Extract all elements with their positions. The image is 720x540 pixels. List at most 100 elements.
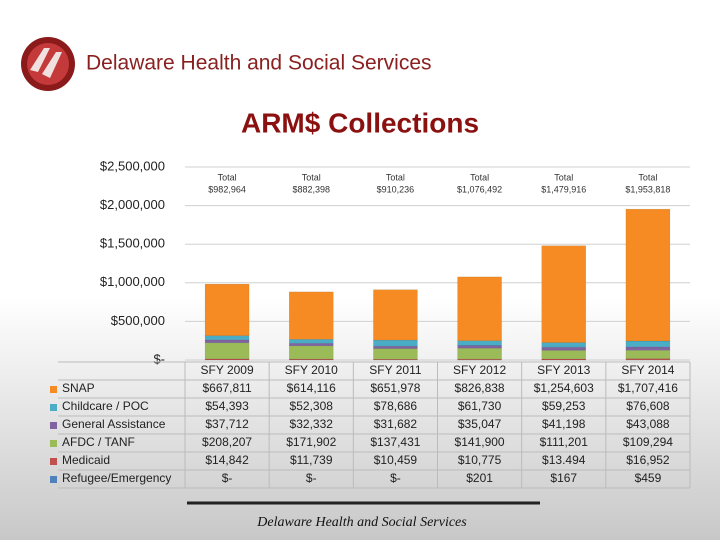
x-tick-label: SFY 2012 — [453, 363, 506, 377]
total-value: $1,479,916 — [541, 184, 586, 194]
table-value: $78,686 — [374, 399, 418, 413]
footer: Delaware Health and Social Services — [256, 515, 467, 530]
legend-label: Refugee/Emergency — [62, 471, 171, 485]
y-tick-label: $- — [153, 351, 165, 366]
x-tick-label: SFY 2014 — [621, 363, 674, 377]
y-tick-label: $2,500,000 — [100, 158, 165, 173]
legend-key — [50, 422, 57, 429]
table-value: $1,707,416 — [618, 381, 678, 395]
legend-key — [50, 476, 57, 483]
bar-segment — [541, 245, 586, 343]
table-value: $109,294 — [623, 435, 673, 449]
total-value: $982,964 — [208, 184, 246, 194]
table-value: $52,308 — [290, 399, 334, 413]
table-value: $614,116 — [287, 381, 336, 395]
total-value: $910,236 — [377, 184, 415, 194]
table-value: $41,198 — [542, 417, 586, 431]
table-value: $61,730 — [458, 399, 502, 413]
table-value: $13.494 — [542, 453, 586, 467]
logo — [21, 37, 75, 91]
total-caption: Total — [554, 172, 573, 182]
y-tick-label: $1,500,000 — [100, 236, 165, 251]
legend-label: Medicaid — [62, 453, 110, 467]
bar-segment — [289, 345, 334, 360]
bar-segment — [457, 347, 502, 360]
table-value: $459 — [635, 471, 662, 485]
table-value: $14,842 — [205, 453, 249, 467]
total-value: $882,398 — [292, 184, 330, 194]
table-value: $- — [390, 471, 401, 485]
table-value: $31,682 — [374, 417, 418, 431]
table-value: $171,902 — [286, 435, 336, 449]
table-value: $208,207 — [202, 435, 252, 449]
table-value: $826,838 — [455, 381, 505, 395]
legend-label: General Assistance — [62, 417, 166, 431]
table-value: $651,978 — [370, 381, 420, 395]
x-tick-label: SFY 2011 — [369, 363, 422, 377]
total-value: $1,953,818 — [625, 184, 670, 194]
table-value: $667,811 — [202, 381, 251, 395]
bar-segment — [457, 340, 502, 346]
table-value: $- — [306, 471, 317, 485]
bar-segment — [457, 345, 502, 349]
table-value: $37,712 — [205, 417, 249, 431]
bar-segment — [541, 350, 586, 360]
y-tick-label: $1,000,000 — [100, 274, 165, 289]
bar-segment — [625, 340, 671, 348]
bar-segment — [204, 335, 250, 341]
table-value: $43,088 — [626, 417, 670, 431]
table-value: $32,332 — [290, 417, 334, 431]
total-caption: Total — [386, 172, 405, 182]
bar-segment — [625, 349, 671, 359]
chart-title: ARM$ Collections — [241, 107, 479, 138]
table-value: $10,775 — [458, 453, 502, 467]
bar-segment — [204, 339, 250, 344]
legend-label: Childcare / POC — [62, 399, 149, 413]
bar-segment — [625, 208, 671, 342]
y-tick-label: $2,000,000 — [100, 197, 165, 212]
plot: $- $500,000 $1,000,000 $1,500,000 $2,000,000… — [50, 158, 691, 489]
total-value: $1,076,492 — [457, 184, 502, 194]
x-tick-label: SFY 2010 — [285, 363, 338, 377]
legend-key — [50, 404, 57, 411]
legend-key — [50, 440, 57, 447]
bar-segment — [541, 342, 586, 348]
total-caption: Total — [218, 172, 237, 182]
bar-segment — [625, 346, 671, 351]
table-value: $11,739 — [290, 453, 333, 467]
bar-segment — [373, 348, 418, 360]
table-value: $1,254,603 — [534, 381, 594, 395]
bar-segment — [373, 289, 418, 341]
table-value: $- — [222, 471, 233, 485]
org-name: Delaware Health and Social Services — [86, 52, 432, 75]
x-tick-label: SFY 2009 — [201, 363, 254, 377]
total-caption: Total — [638, 172, 657, 182]
table-value: $16,952 — [626, 453, 670, 467]
bar-segment — [373, 339, 418, 347]
bar-segment — [289, 343, 334, 347]
table-value: $111,201 — [540, 435, 589, 449]
bar-segment — [373, 345, 418, 349]
bar-segment — [204, 342, 250, 360]
table-value: $59,253 — [542, 399, 586, 413]
legend-key — [50, 386, 57, 393]
table-value: $141,900 — [455, 435, 505, 449]
x-tick-label: SFY 2013 — [537, 363, 590, 377]
bar-segment — [289, 291, 334, 340]
table-value: $201 — [466, 471, 493, 485]
bar-segment — [541, 346, 586, 351]
legend-label: AFDC / TANF — [62, 435, 135, 449]
y-tick-label: $500,000 — [111, 313, 165, 328]
table-value: $137,431 — [370, 435, 420, 449]
bar-segment — [289, 339, 334, 344]
legend-key — [50, 458, 57, 465]
table-value: $10,459 — [374, 453, 418, 467]
total-caption: Total — [470, 172, 489, 182]
bar-segment — [457, 276, 502, 341]
bar-segment — [204, 283, 250, 336]
table-value: $35,047 — [458, 417, 502, 431]
table-value: $54,393 — [205, 399, 249, 413]
table-value: $76,608 — [626, 399, 670, 413]
